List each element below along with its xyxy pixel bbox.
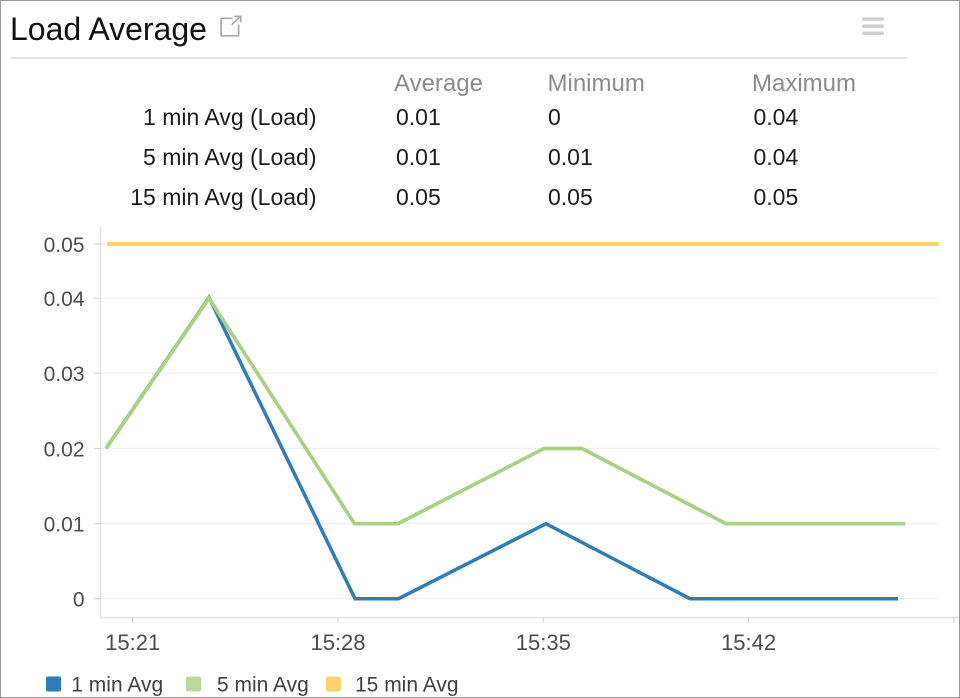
svg-text:0.05: 0.05 <box>44 234 85 257</box>
svg-text:15:42: 15:42 <box>721 630 776 655</box>
svg-text:1 min Avg: 1 min Avg <box>71 674 163 697</box>
svg-text:0.04: 0.04 <box>44 288 85 311</box>
svg-text:0.01: 0.01 <box>44 514 85 537</box>
svg-text:0.02: 0.02 <box>44 439 85 462</box>
svg-text:15:35: 15:35 <box>516 630 571 655</box>
svg-text:0: 0 <box>73 589 85 612</box>
svg-text:15:21: 15:21 <box>105 630 160 655</box>
svg-text:5 min Avg: 5 min Avg <box>217 674 309 697</box>
svg-text:0.03: 0.03 <box>44 363 85 386</box>
svg-text:15:28: 15:28 <box>310 630 365 655</box>
svg-text:15 min Avg: 15 min Avg <box>355 674 459 697</box>
